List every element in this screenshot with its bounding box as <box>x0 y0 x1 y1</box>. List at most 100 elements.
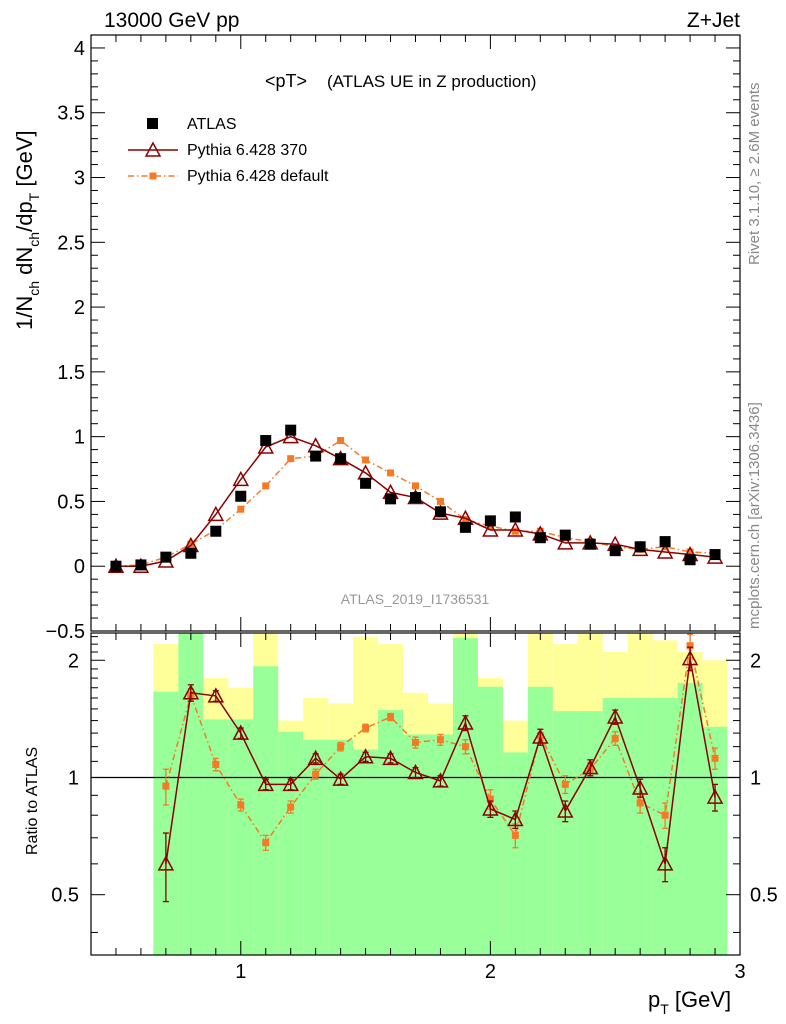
legend: ATLAS Pythia 6.428 370 Pythia 6.428 defa… <box>128 116 329 185</box>
band-green-bin <box>427 734 453 955</box>
ratio-point-pythia-6-428-370 <box>457 714 474 730</box>
ratio-point-pythia-6-428-370 <box>482 800 499 816</box>
ratio-point-pythia-6-428-default <box>636 799 644 807</box>
band-green-bin <box>228 719 254 955</box>
main-series-group <box>107 424 724 573</box>
ratio-point-pythia-6-428-370 <box>706 788 724 804</box>
main-point-atlas <box>285 424 297 436</box>
x-tick-label: 1 <box>235 961 246 983</box>
main-y-tick-label: 2.5 <box>57 232 85 254</box>
header-process-label: Z+Jet <box>687 9 740 32</box>
main-point-atlas <box>360 477 372 489</box>
ratio-point-pythia-6-428-default <box>686 642 694 650</box>
ratio-point-pythia-6-428-default <box>162 782 170 790</box>
ratio-point-pythia-6-428-default <box>237 801 245 809</box>
main-point-atlas <box>584 538 596 550</box>
ratio-point-pythia-6-428-370 <box>631 779 649 795</box>
ratio-point-pythia-6-428-370 <box>606 708 624 724</box>
main-point-pythia-6-428-default <box>436 497 444 505</box>
main-point-pythia-6-428-default <box>262 482 270 490</box>
main-point-atlas <box>509 511 521 523</box>
band-green-bin <box>502 752 528 955</box>
main-point-pythia-6-428-370 <box>656 543 674 559</box>
main-point-atlas <box>385 493 397 505</box>
main-point-atlas <box>235 490 247 502</box>
ratio-y-axis-label: Ratio to ATLAS <box>24 747 41 855</box>
band-green-bin <box>278 731 304 955</box>
main-point-atlas <box>459 521 471 533</box>
band-green-bin <box>677 682 703 955</box>
main-point-atlas <box>310 450 322 462</box>
main-point-pythia-6-428-370 <box>282 428 299 444</box>
ratio-point-pythia-6-428-default <box>436 736 444 744</box>
band-green-bin <box>203 719 229 955</box>
main-point-atlas <box>659 536 671 548</box>
ratio-point-pythia-6-428-default <box>561 780 569 788</box>
plot-title-main: <pT> <box>265 71 307 91</box>
x-axis-label: pT [GeV] <box>648 987 731 1017</box>
ratio-y-tick-label-right: 2 <box>750 650 761 672</box>
main-y-tick-label: 0.5 <box>57 491 85 513</box>
ratio-point-pythia-6-428-370 <box>581 759 599 775</box>
main-point-atlas <box>434 506 446 518</box>
main-point-pythia-6-428-default <box>511 527 519 535</box>
main-y-tick-label: 3.5 <box>57 103 85 125</box>
main-point-atlas <box>410 492 421 504</box>
analysis-id-label: ATLAS_2019_I1736531 <box>341 591 490 607</box>
ratio-point-pythia-6-428-370 <box>681 650 699 666</box>
main-panel-frame <box>90 34 741 632</box>
legend-atlas-marker <box>147 118 158 129</box>
main-point-pythia-6-428-370 <box>507 521 524 537</box>
main-point-atlas <box>634 541 646 553</box>
main-point-pythia-6-428-default <box>237 505 245 513</box>
main-point-atlas <box>185 547 197 559</box>
main-point-pythia-6-428-370 <box>207 505 225 522</box>
ratio-series-group <box>157 633 724 903</box>
main-point-pythia-6-428-370 <box>557 534 574 550</box>
main-point-atlas <box>534 532 546 544</box>
main-y-tick-label: 3 <box>74 168 85 190</box>
main-y-tick-label: 1.5 <box>57 362 85 384</box>
band-green-bin <box>178 633 204 955</box>
header-collision-label: 13000 GeV pp <box>104 9 239 32</box>
main-point-pythia-6-428-370 <box>482 521 499 537</box>
ratio-point-pythia-6-428-default <box>287 803 295 811</box>
ratio-uncertainty-bands <box>153 633 728 955</box>
band-green-bin <box>527 686 553 955</box>
main-point-pythia-6-428-default <box>387 469 395 477</box>
ratio-y-tick-label-right: 1 <box>750 767 761 789</box>
main-y-tick-label: 2 <box>74 297 85 319</box>
ratio-panel-frame <box>90 632 741 956</box>
main-y-axis-label: 1/Nch dNch/dpT [GeV] <box>12 130 42 330</box>
band-green-bin <box>552 711 578 955</box>
legend-pythia370-marker <box>144 141 162 157</box>
main-point-pythia-6-428-default <box>686 548 694 556</box>
plot-title-sub: (ATLAS UE in Z production) <box>327 72 536 91</box>
main-point-atlas <box>210 525 222 537</box>
band-green-bin <box>353 749 379 955</box>
ratio-point-pythia-6-428-default <box>611 734 619 742</box>
ratio-axes: 0.5 0.5 1 1 2 2 1 2 3 <box>51 633 778 983</box>
band-green-bin <box>627 698 653 955</box>
ratio-point-pythia-6-428-370 <box>557 802 574 818</box>
ratio-point-pythia-6-428-370 <box>207 687 225 703</box>
rivet-version-label: Rivet 3.1.10, ≥ 2.6M events <box>746 83 763 266</box>
ratio-point-pythia-6-428-370 <box>257 775 274 792</box>
band-green-bin <box>577 711 603 955</box>
ratio-point-pythia-6-428-370 <box>307 749 324 766</box>
x-tick-label: 3 <box>734 961 745 983</box>
band-green-bin <box>477 686 503 955</box>
main-point-pythia-6-428-370 <box>257 438 274 454</box>
main-point-pythia-6-428-default <box>412 482 419 490</box>
main-point-pythia-6-428-default <box>287 455 295 463</box>
legend-pythia-default-label: Pythia 6.428 default <box>187 168 329 185</box>
main-point-atlas <box>110 560 122 572</box>
main-point-pythia-6-428-default <box>536 527 544 535</box>
ratio-point-pythia-6-428-370 <box>532 728 549 744</box>
main-point-atlas <box>559 529 571 541</box>
svg-text:1/Nch dNch/dpT [GeV]: 1/Nch dNch/dpT [GeV] <box>12 130 42 330</box>
ratio-point-pythia-6-428-370 <box>182 684 200 700</box>
main-y-tick-label: 4 <box>74 38 85 60</box>
main-y-tick-label: −0.5 <box>46 621 85 643</box>
ratio-y-tick-label-left: 0.5 <box>51 885 79 907</box>
